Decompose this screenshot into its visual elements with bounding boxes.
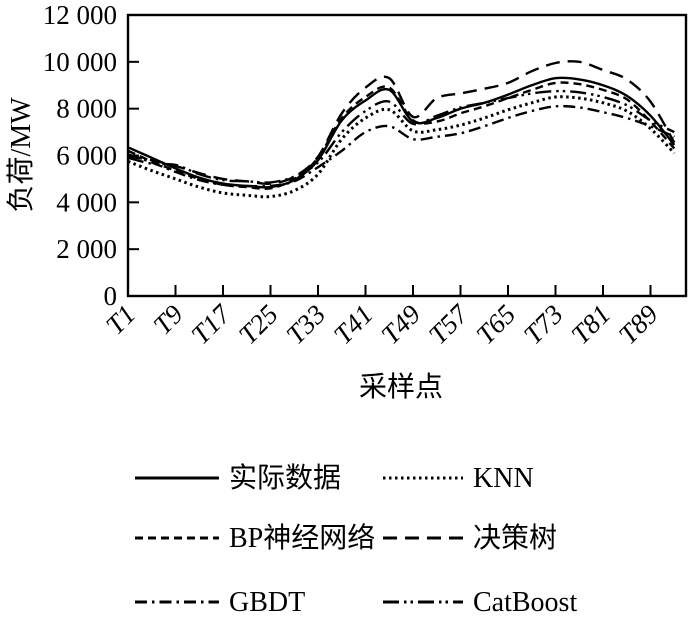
plot-area-border bbox=[126, 13, 688, 298]
x-tick-label: T25 bbox=[233, 299, 284, 350]
x-tick-label: T33 bbox=[280, 299, 331, 350]
y-axis: 0 2 000 4 000 6 000 8 000 10 000 12 000 bbox=[43, 0, 139, 311]
x-tick-label: T49 bbox=[375, 299, 426, 350]
y-tick-label: 0 bbox=[104, 281, 118, 311]
x-tick-label: T57 bbox=[423, 298, 475, 350]
series-curve-1 bbox=[127, 95, 676, 199]
legend-entry-actual-data: 实际数据 bbox=[135, 462, 341, 494]
x-tick-label: T81 bbox=[565, 299, 616, 350]
legend-label-gbdt: GBDT bbox=[229, 587, 305, 618]
series-curve-4 bbox=[127, 104, 675, 188]
legend-label-bp-neural-network: BP神经网络 bbox=[229, 522, 375, 554]
legend-entry-knn: KNN bbox=[383, 463, 534, 494]
x-tick-label: T89 bbox=[613, 299, 664, 350]
y-tick-label: 8 000 bbox=[56, 94, 117, 124]
legend: 实际数据 KNN BP神经网络 决策树 GBDT CatBoost bbox=[135, 462, 577, 618]
x-tick-label: T9 bbox=[147, 299, 189, 341]
y-tick-label: 12 000 bbox=[43, 0, 117, 30]
legend-label-actual-data: 实际数据 bbox=[229, 462, 341, 494]
legend-entry-bp-neural-network: BP神经网络 bbox=[135, 522, 375, 554]
legend-entry-decision-tree: 决策树 bbox=[383, 522, 557, 554]
y-tick-label: 6 000 bbox=[56, 141, 117, 171]
x-tick-label: T73 bbox=[518, 299, 569, 350]
legend-label-knn: KNN bbox=[473, 463, 534, 494]
series-curve-2 bbox=[127, 81, 676, 190]
y-tick-label: 2 000 bbox=[56, 234, 117, 264]
x-tick-label: T65 bbox=[470, 299, 521, 350]
x-tick-label: T17 bbox=[185, 298, 237, 350]
y-tick-label: 4 000 bbox=[56, 187, 117, 217]
x-axis-title: 采样点 bbox=[359, 371, 443, 403]
x-tick-label: T41 bbox=[328, 299, 379, 350]
legend-entry-gbdt: GBDT bbox=[135, 587, 305, 618]
y-axis-title: 负荷/MW bbox=[5, 97, 37, 213]
y-tick-label: 10 000 bbox=[43, 47, 117, 77]
legend-label-catboost: CatBoost bbox=[473, 587, 577, 618]
series-curve-3 bbox=[127, 60, 676, 185]
legend-entry-catboost: CatBoost bbox=[383, 587, 577, 618]
series-curves bbox=[127, 60, 676, 199]
series-curve-5 bbox=[127, 89, 675, 184]
legend-label-decision-tree: 决策树 bbox=[473, 522, 557, 554]
